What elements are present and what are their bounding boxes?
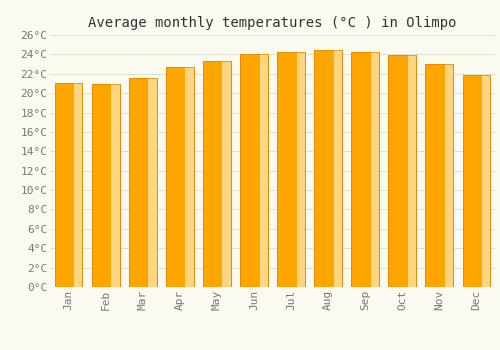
Bar	[129, 78, 156, 287]
Bar	[352, 52, 379, 287]
Bar	[462, 75, 490, 287]
Title: Average monthly temperatures (°C ) in Olimpo: Average monthly temperatures (°C ) in Ol…	[88, 16, 457, 30]
Bar	[260, 54, 268, 287]
Bar	[462, 75, 490, 287]
Bar	[129, 78, 156, 287]
Bar	[166, 67, 194, 287]
Bar	[222, 61, 231, 287]
Bar	[203, 61, 231, 287]
Bar	[388, 55, 416, 287]
Bar	[371, 52, 379, 287]
Bar	[296, 52, 305, 287]
Bar	[111, 84, 120, 287]
Bar	[388, 55, 416, 287]
Bar	[203, 61, 231, 287]
Bar	[426, 64, 454, 287]
Bar	[277, 52, 305, 287]
Bar	[482, 75, 490, 287]
Bar	[314, 50, 342, 287]
Bar	[92, 84, 120, 287]
Bar	[92, 84, 120, 287]
Bar	[445, 64, 454, 287]
Bar	[240, 54, 268, 287]
Bar	[408, 55, 416, 287]
Bar	[74, 83, 82, 287]
Bar	[314, 50, 342, 287]
Bar	[54, 83, 82, 287]
Bar	[334, 50, 342, 287]
Bar	[426, 64, 454, 287]
Bar	[240, 54, 268, 287]
Bar	[277, 52, 305, 287]
Bar	[148, 78, 156, 287]
Bar	[54, 83, 82, 287]
Bar	[166, 67, 194, 287]
Bar	[186, 67, 194, 287]
Bar	[352, 52, 379, 287]
